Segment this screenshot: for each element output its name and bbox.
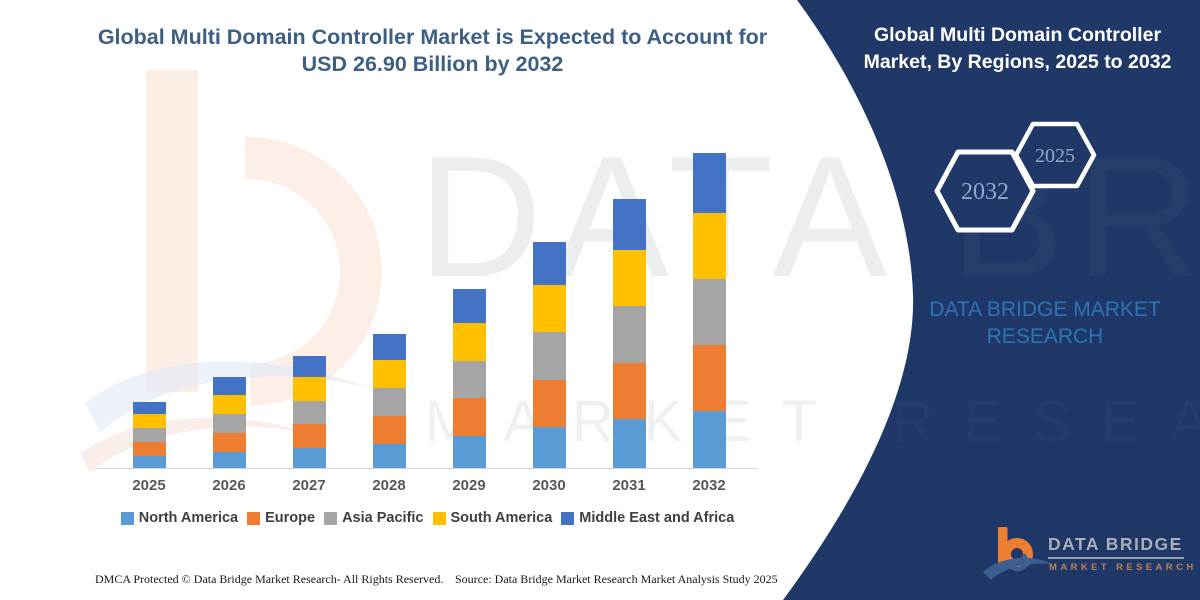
- segment-north-america-2032: [692, 411, 726, 468]
- side-panel-shape: [783, 0, 1200, 600]
- segment-asia-pacific-2030: [532, 332, 566, 380]
- segment-middle-east-and-africa-2025: [132, 401, 166, 415]
- hexagon-2032: [934, 149, 1036, 233]
- segment-asia-pacific-2032: [692, 279, 726, 346]
- x-axis-label-2032: 2032: [692, 477, 726, 494]
- bar-2028: [372, 334, 406, 468]
- segment-europe-2027: [292, 424, 326, 448]
- x-axis-label-2027: 2027: [292, 477, 326, 494]
- x-axis-label-2026: 2026: [212, 477, 246, 494]
- segment-south-america-2029: [452, 323, 486, 361]
- legend-label-middle-east-and-africa: Middle East and Africa: [579, 510, 735, 526]
- segment-middle-east-and-africa-2030: [532, 241, 566, 285]
- x-axis-line: [95, 468, 758, 469]
- segment-europe-2025: [132, 442, 166, 457]
- segment-south-america-2032: [692, 213, 726, 280]
- segment-asia-pacific-2029: [452, 360, 486, 399]
- segment-north-america-2027: [292, 447, 326, 468]
- bar-2027: [292, 355, 326, 468]
- segment-europe-2032: [692, 345, 726, 412]
- segment-asia-pacific-2026: [212, 413, 246, 433]
- dbmr-logo-name: DATA BRIDGE: [1048, 534, 1183, 554]
- segment-south-america-2025: [132, 414, 166, 429]
- bar-2026: [212, 377, 246, 468]
- x-axis-labels: 2025 2026 2027 2028 2029 2030 2031 2032: [109, 477, 757, 499]
- dbmr-logo-tagline: MARKET RESEARCH: [1049, 562, 1197, 573]
- legend-item-south-america: South America: [432, 510, 553, 526]
- source-note: Source: Data Bridge Market Research Mark…: [455, 572, 778, 586]
- legend-label-asia-pacific: Asia Pacific: [342, 510, 424, 526]
- segment-europe-2031: [612, 362, 646, 420]
- brand-wordmark: DATA BRIDGE MARKET RESEARCH: [929, 298, 1161, 348]
- legend-label-north-america: North America: [138, 510, 239, 526]
- bar-2029: [452, 288, 486, 468]
- legend-label-europe: Europe: [265, 510, 316, 526]
- bar-2030: [532, 241, 566, 468]
- x-axis-label-2025: 2025: [132, 477, 166, 494]
- x-axis-label-2030: 2030: [532, 477, 566, 494]
- legend-item-asia-pacific: Asia Pacific: [324, 510, 424, 526]
- legend-swatch-asia-pacific: [324, 511, 338, 525]
- segment-north-america-2030: [532, 427, 566, 468]
- chart-legend: North America Europe Asia Pacific South Ame…: [95, 510, 760, 526]
- segment-south-america-2027: [292, 377, 326, 401]
- logo-underline: [1048, 557, 1184, 559]
- segment-north-america-2026: [212, 451, 246, 468]
- segment-north-america-2031: [612, 419, 646, 468]
- legend-item-north-america: North America: [120, 510, 239, 526]
- segment-south-america-2028: [372, 359, 406, 388]
- legend-swatch-south-america: [432, 511, 446, 525]
- segment-europe-2028: [372, 415, 406, 444]
- x-axis-label-2031: 2031: [612, 477, 646, 494]
- dmca-notice: DMCA Protected © Data Bridge Market Rese…: [95, 572, 444, 586]
- segment-south-america-2030: [532, 284, 566, 333]
- chart-title: Global Multi Domain Controller Market is…: [97, 25, 768, 76]
- legend-swatch-middle-east-and-africa: [561, 511, 575, 525]
- segment-north-america-2028: [372, 443, 406, 468]
- x-axis-label-2029: 2029: [452, 477, 486, 494]
- panel-title: Global Multi Domain Controller Market, B…: [863, 24, 1172, 73]
- segment-middle-east-and-africa-2026: [212, 377, 246, 395]
- legend-swatch-north-america: [120, 511, 134, 525]
- segment-north-america-2029: [452, 435, 486, 468]
- legend-item-middle-east-and-africa: Middle East and Africa: [561, 510, 734, 526]
- legend-item-europe: Europe: [247, 510, 315, 526]
- watermark-b-stem: [146, 70, 198, 392]
- bar-2031: [612, 198, 646, 468]
- segment-middle-east-and-africa-2029: [452, 288, 486, 324]
- hexagon-2025: [1013, 121, 1097, 189]
- bar-2025: [132, 401, 166, 468]
- legend-swatch-europe: [247, 511, 261, 525]
- legend-label-south-america: South America: [450, 510, 553, 526]
- hexagon-2025-label: 2025: [1035, 145, 1075, 167]
- segment-south-america-2026: [212, 394, 246, 414]
- x-axis-label-2028: 2028: [372, 477, 406, 494]
- segment-middle-east-and-africa-2031: [612, 198, 646, 250]
- segment-asia-pacific-2031: [612, 306, 646, 363]
- bar-2032: [692, 153, 726, 468]
- logo-swoosh: [983, 557, 1053, 580]
- dbmr-logo-icon: [983, 527, 1053, 580]
- segment-north-america-2025: [132, 456, 166, 468]
- logo-swirl: [1007, 553, 1029, 572]
- segment-asia-pacific-2025: [132, 428, 166, 443]
- segment-asia-pacific-2027: [292, 400, 326, 425]
- segment-europe-2029: [452, 398, 486, 436]
- segment-middle-east-and-africa-2028: [372, 334, 406, 360]
- segment-europe-2030: [532, 379, 566, 428]
- segment-asia-pacific-2028: [372, 387, 406, 416]
- watermark-swoosh-blue: [85, 361, 370, 433]
- segment-south-america-2031: [612, 249, 646, 307]
- segment-middle-east-and-africa-2027: [292, 355, 326, 378]
- bar-chart-plot: [109, 138, 757, 468]
- segment-middle-east-and-africa-2032: [692, 153, 726, 214]
- segment-europe-2026: [212, 432, 246, 452]
- hexagon-2032-label: 2032: [961, 179, 1009, 205]
